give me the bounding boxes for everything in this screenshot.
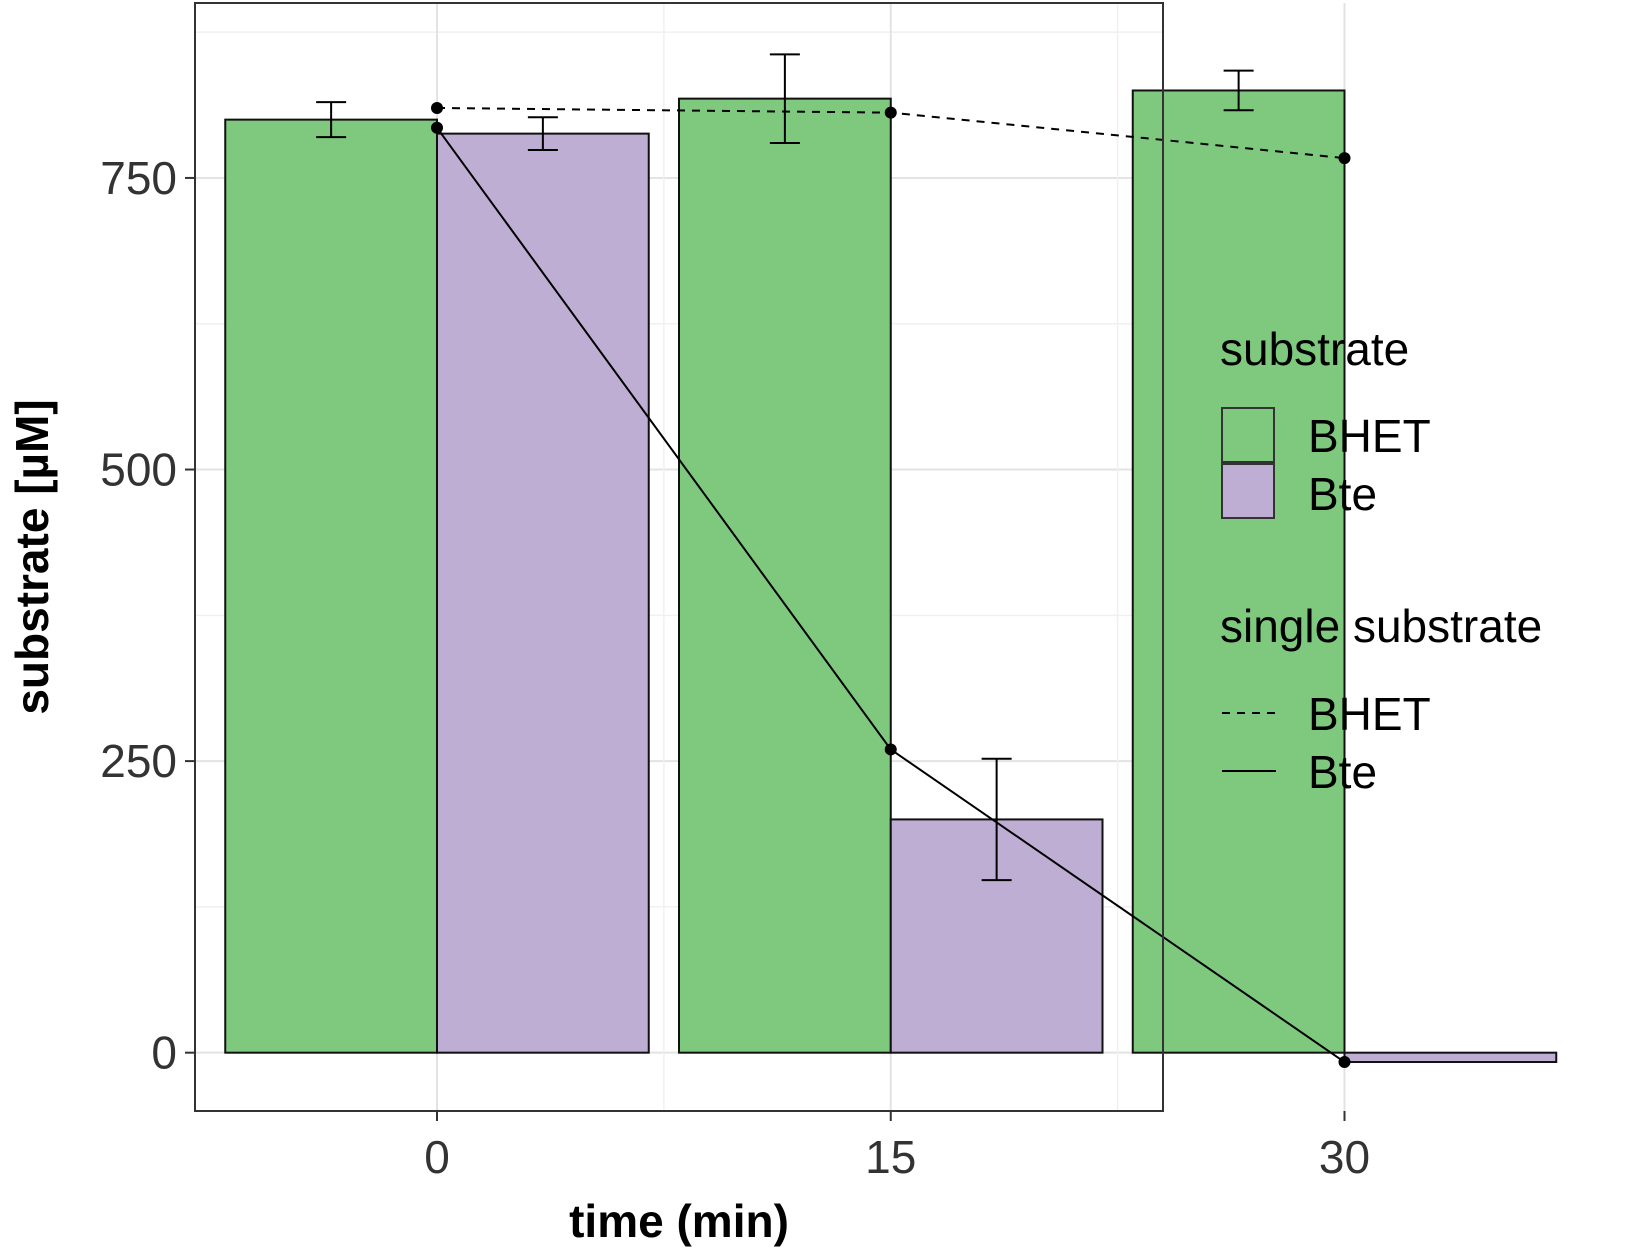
bars [224,89,1558,1064]
bar-bhet-15 [678,97,892,1054]
y-tick-label: 0 [151,1027,177,1079]
bar-bte-30 [1343,1051,1558,1064]
bar-bhet-30 [1131,89,1346,1054]
point-bte-0 [431,121,443,134]
bar-bhet-0 [224,118,438,1054]
legend-line-label-bhet: BHET [1308,688,1431,740]
bar-bte-0 [436,132,650,1054]
y-axis: 0 250 500 750 [100,152,195,1079]
legend-label-bte: Bte [1308,468,1377,520]
y-tick-label: 500 [100,444,177,496]
y-tick-label: 750 [100,152,177,204]
error-bar-bhet-30 [1223,69,1254,112]
legend-line-title: single substrate [1220,600,1542,652]
point-bte-30 [1338,1056,1351,1069]
x-axis: 0 15 30 [424,1111,1370,1183]
legend-fill-title: substrate [1220,323,1409,375]
x-tick-label: 30 [1319,1131,1370,1183]
series-lines [431,101,1351,1069]
x-axis-title: time (min) [569,1195,789,1247]
panel-border [194,2,1164,1112]
error-bar-bte-0 [527,116,558,151]
x-tick-label: 0 [424,1131,450,1183]
point-bte-15 [884,743,897,756]
error-bars [316,53,1254,882]
point-bhet-0 [431,101,443,114]
y-axis-title: substrate [µM] [6,399,58,714]
error-bar-bte-15 [981,757,1012,882]
x-tick-label: 15 [865,1131,916,1183]
legend-label-bhet: BHET [1308,410,1431,462]
legend-line-label-bte: Bte [1308,746,1377,798]
error-bar-bhet-0 [316,101,347,139]
error-bar-bhet-15 [769,53,800,144]
legend: substrate BHET Bte single substrate BHET… [1220,323,1542,798]
y-tick-label: 250 [100,735,177,787]
point-bhet-30 [1338,152,1351,165]
point-bhet-15 [884,106,897,119]
legend-key-bte [1221,463,1275,519]
legend-key-bhet [1221,407,1275,463]
